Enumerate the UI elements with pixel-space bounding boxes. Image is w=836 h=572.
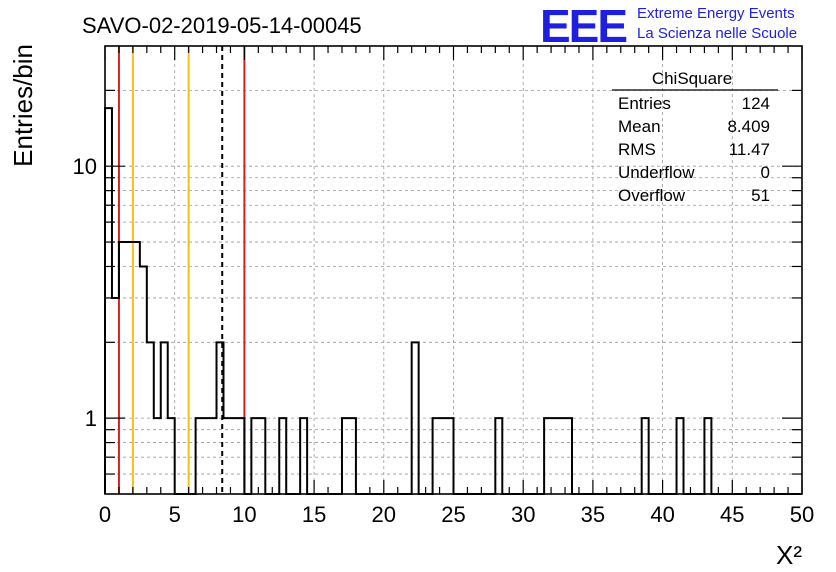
histogram-bin <box>119 242 126 494</box>
histogram-bin <box>300 418 307 494</box>
histogram-bin <box>210 418 217 494</box>
stats-title: ChiSquare <box>652 69 732 88</box>
histogram-bin <box>140 266 147 494</box>
stats-value: 51 <box>751 186 770 205</box>
x-tick-label: 10 <box>232 502 256 527</box>
histogram-bin <box>154 418 161 494</box>
chart-title: SAVO-02-2019-05-14-00045 <box>82 13 362 38</box>
stats-rows: Entries 124 Mean 8.409 RMS 11.47 Underflow 0 Ove… <box>618 94 770 205</box>
stats-value: 8.409 <box>727 117 770 136</box>
stats-label: RMS <box>618 140 656 159</box>
histogram-bin <box>412 342 419 494</box>
histogram-bin <box>161 342 168 494</box>
histogram-bin <box>433 418 440 494</box>
histogram-bin <box>133 242 140 494</box>
eee-logo: EEE Extreme Energy Events La Scienza nel… <box>540 0 797 52</box>
histogram-bin <box>147 342 154 494</box>
stats-label: Overflow <box>618 186 686 205</box>
x-tick-label: 15 <box>302 502 326 527</box>
histogram-bin <box>237 418 244 494</box>
histogram-bin <box>677 418 684 494</box>
x-tick-label: 25 <box>441 502 465 527</box>
stats-label: Entries <box>618 94 671 113</box>
x-axis-label: X² <box>776 540 802 570</box>
x-tick-label: 30 <box>511 502 535 527</box>
y-axis-label: Entries/bin <box>8 44 38 167</box>
histogram-bin <box>230 418 237 494</box>
histogram-bin <box>440 418 447 494</box>
histogram-bin <box>279 418 286 494</box>
stats-label: Mean <box>618 117 661 136</box>
histogram-bin <box>447 418 454 494</box>
histogram-bin <box>126 242 133 494</box>
y-tick-label: 10 <box>73 154 97 179</box>
histogram-bin <box>342 418 349 494</box>
histogram-bin <box>642 418 649 494</box>
histogram-bin <box>112 298 119 494</box>
x-axis-ticks: 0 5 10 15 20 25 30 35 40 45 50 <box>99 46 814 527</box>
stats-value: 124 <box>742 94 770 113</box>
histogram-bin <box>258 418 265 494</box>
histogram-bin <box>544 418 551 494</box>
x-tick-label: 40 <box>650 502 674 527</box>
histogram-bin <box>196 418 203 494</box>
logo-line-2: La Scienza nelle Scuole <box>637 25 797 42</box>
histogram-bin <box>203 418 210 494</box>
eee-logo-mark: EEE <box>540 0 626 52</box>
x-tick-label: 20 <box>372 502 396 527</box>
stats-value: 0 <box>761 163 770 182</box>
histogram-bin <box>551 418 558 494</box>
histogram-bin <box>349 418 356 494</box>
histogram-bin <box>704 418 711 494</box>
histogram-bin <box>558 418 565 494</box>
logo-line-1: Extreme Energy Events <box>637 5 795 22</box>
histogram-bin <box>223 418 230 494</box>
y-axis-ticks: 1 10 <box>73 89 802 475</box>
x-tick-label: 50 <box>790 502 814 527</box>
y-tick-label: 1 <box>85 406 97 431</box>
histogram-bin <box>251 418 258 494</box>
histogram-bin <box>168 418 175 494</box>
stats-label: Underflow <box>618 163 695 182</box>
stats-value: 11.47 <box>729 140 770 159</box>
histogram-bin <box>565 418 572 494</box>
histogram-bin <box>217 342 224 494</box>
x-tick-label: 35 <box>581 502 605 527</box>
x-tick-label: 5 <box>169 502 181 527</box>
stats-box: ChiSquare Entries 124 Mean 8.409 RMS 11.47 Und… <box>612 69 778 205</box>
histogram-bin <box>495 418 502 494</box>
x-tick-label: 0 <box>99 502 111 527</box>
x-tick-label: 45 <box>720 502 744 527</box>
